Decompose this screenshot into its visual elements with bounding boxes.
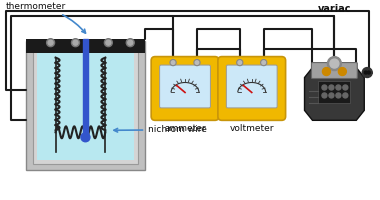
Circle shape [126, 39, 134, 47]
Circle shape [170, 60, 176, 66]
Circle shape [81, 133, 90, 142]
Circle shape [47, 39, 55, 47]
Circle shape [237, 60, 243, 66]
Circle shape [128, 40, 133, 45]
Circle shape [238, 61, 242, 64]
FancyBboxPatch shape [218, 57, 286, 120]
Text: thermometer: thermometer [6, 2, 86, 33]
Circle shape [362, 68, 372, 78]
FancyBboxPatch shape [312, 63, 357, 79]
Circle shape [330, 59, 339, 68]
Text: ammeter: ammeter [164, 124, 206, 133]
Circle shape [48, 40, 53, 45]
Circle shape [328, 57, 341, 71]
Circle shape [195, 61, 199, 64]
Circle shape [336, 93, 341, 98]
Circle shape [71, 39, 79, 47]
Circle shape [106, 40, 111, 45]
Bar [26, 41, 145, 170]
FancyBboxPatch shape [226, 65, 277, 108]
Circle shape [343, 93, 348, 98]
Circle shape [329, 93, 334, 98]
Circle shape [171, 61, 175, 64]
Bar [36, 53, 134, 160]
Circle shape [343, 85, 348, 90]
Text: nichrom wire: nichrom wire [114, 125, 207, 134]
Circle shape [367, 71, 370, 74]
Circle shape [338, 68, 346, 76]
Text: variac: variac [318, 4, 351, 14]
Circle shape [322, 93, 327, 98]
Circle shape [261, 60, 267, 66]
Text: voltmeter: voltmeter [230, 124, 274, 133]
Circle shape [262, 61, 266, 64]
Bar [83, 39, 88, 140]
Circle shape [73, 40, 78, 45]
Polygon shape [304, 68, 364, 120]
Circle shape [329, 85, 334, 90]
Bar [33, 49, 138, 164]
FancyBboxPatch shape [151, 57, 219, 120]
Circle shape [364, 71, 367, 74]
Circle shape [323, 68, 330, 76]
Circle shape [194, 60, 200, 66]
Circle shape [322, 85, 327, 90]
Bar [318, 81, 350, 103]
FancyBboxPatch shape [160, 65, 211, 108]
Circle shape [105, 39, 112, 47]
Circle shape [336, 85, 341, 90]
Bar [26, 39, 145, 53]
